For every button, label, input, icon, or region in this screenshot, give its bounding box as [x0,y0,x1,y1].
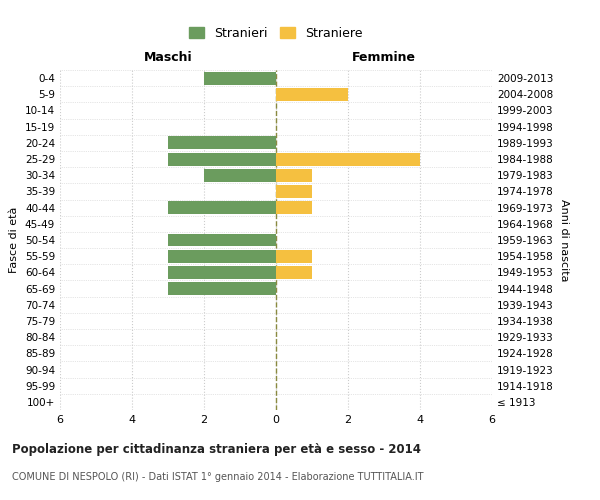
Bar [168,234,276,246]
Bar [168,266,276,279]
Bar [168,282,276,295]
Legend: Stranieri, Straniere: Stranieri, Straniere [184,22,368,45]
Bar [276,88,348,101]
Text: Femmine: Femmine [352,50,416,64]
Bar [168,136,276,149]
Bar [204,169,276,181]
Bar [276,185,312,198]
Y-axis label: Anni di nascita: Anni di nascita [559,198,569,281]
Bar [276,266,312,279]
Text: COMUNE DI NESPOLO (RI) - Dati ISTAT 1° gennaio 2014 - Elaborazione TUTTITALIA.IT: COMUNE DI NESPOLO (RI) - Dati ISTAT 1° g… [12,472,424,482]
Bar [168,250,276,262]
Bar [276,152,420,166]
Text: Popolazione per cittadinanza straniera per età e sesso - 2014: Popolazione per cittadinanza straniera p… [12,442,421,456]
Text: Maschi: Maschi [143,50,193,64]
Bar [276,250,312,262]
Bar [276,201,312,214]
Bar [168,201,276,214]
Y-axis label: Fasce di età: Fasce di età [10,207,19,273]
Bar [168,152,276,166]
Bar [204,72,276,85]
Bar [276,169,312,181]
